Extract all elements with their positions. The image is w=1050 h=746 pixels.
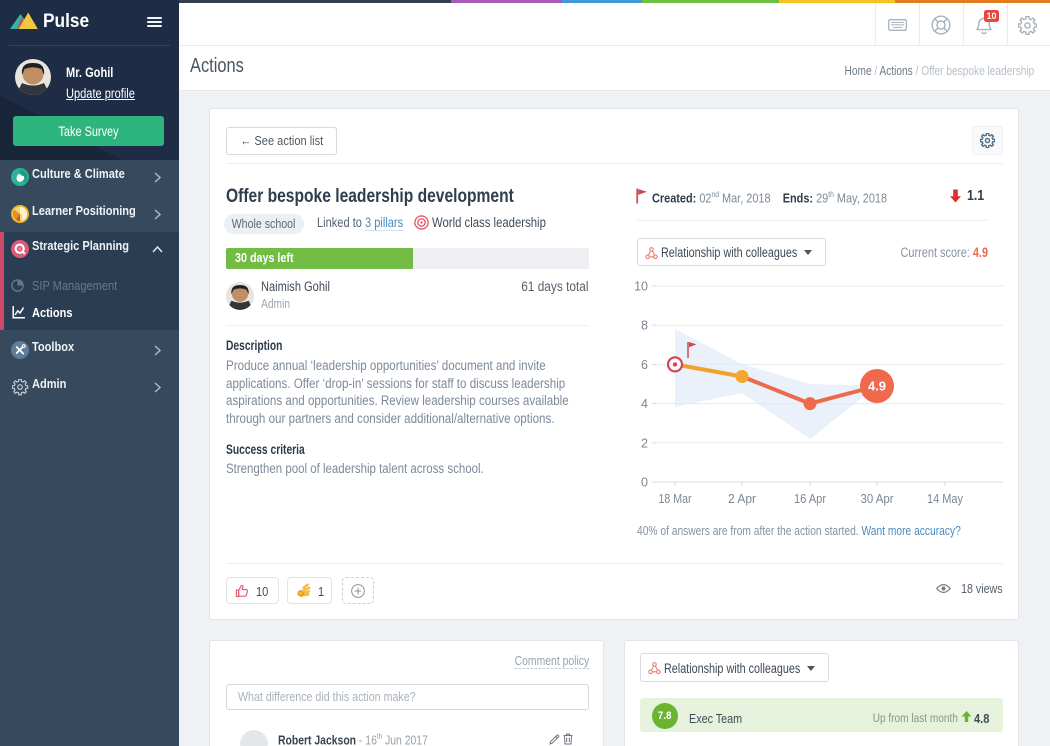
svg-text:6: 6 bbox=[641, 358, 648, 372]
svg-text:18 Mar: 18 Mar bbox=[659, 492, 692, 506]
svg-text:0: 0 bbox=[641, 476, 648, 490]
svg-text:2 Apr: 2 Apr bbox=[728, 492, 756, 506]
svg-text:10: 10 bbox=[634, 280, 648, 294]
svg-text:4: 4 bbox=[641, 397, 648, 411]
svg-text:30 Apr: 30 Apr bbox=[861, 492, 894, 506]
svg-text:14 May: 14 May bbox=[927, 492, 964, 506]
svg-text:2: 2 bbox=[641, 436, 648, 450]
svg-text:4.9: 4.9 bbox=[868, 379, 886, 394]
svg-text:8: 8 bbox=[641, 319, 648, 333]
svg-text:16 Apr: 16 Apr bbox=[794, 492, 826, 506]
